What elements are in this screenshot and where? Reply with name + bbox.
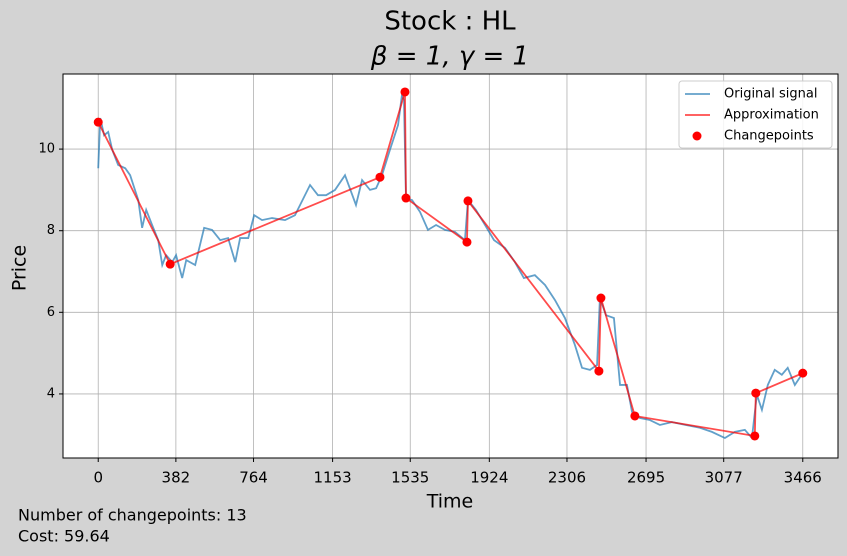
changepoint [400, 87, 410, 97]
x-tick-label: 0 [93, 469, 103, 487]
changepoint [93, 117, 103, 127]
y-tick-label: 8 [47, 223, 55, 238]
y-tick-label: 10 [38, 142, 55, 157]
changepoint [165, 259, 175, 269]
x-tick-label: 1153 [314, 469, 352, 487]
legend-label: Changepoints [724, 129, 814, 144]
axes-frame [62, 73, 839, 459]
x-tick-label: 2695 [627, 469, 665, 487]
legend-label: Approximation [724, 108, 819, 123]
legend-marker [692, 131, 702, 141]
legend-label: Original signal [724, 87, 817, 102]
changepoint [750, 431, 760, 441]
x-tick-label: 1535 [391, 469, 429, 487]
x-tick-label: 2306 [548, 469, 586, 487]
annotation: Cost: 59.64 [18, 527, 110, 546]
y-axis-label: Price [9, 245, 31, 291]
chart-subtitle: β = 1, γ = 1 [370, 42, 529, 72]
chart-title: Stock : HL [384, 7, 516, 37]
changepoint [630, 411, 640, 421]
legend-box [678, 80, 833, 149]
changepoint [798, 368, 808, 378]
y-tick-label: 4 [47, 386, 55, 401]
y-tick-label: 6 [47, 305, 55, 320]
changepoint [594, 366, 604, 376]
changepoint [596, 293, 606, 303]
x-tick-label: 382 [162, 469, 191, 487]
annotation: Number of changepoints: 13 [18, 506, 247, 525]
changepoint [463, 196, 473, 206]
changepoint [375, 172, 385, 182]
x-tick-label: 1924 [470, 469, 508, 487]
changepoint [751, 388, 761, 398]
x-tick-label: 764 [239, 469, 268, 487]
x-tick-label: 3466 [784, 469, 822, 487]
x-tick-label: 3077 [705, 469, 743, 487]
x-axis-label: Time [426, 491, 474, 513]
changepoint [401, 193, 411, 203]
changepoint [462, 237, 472, 247]
